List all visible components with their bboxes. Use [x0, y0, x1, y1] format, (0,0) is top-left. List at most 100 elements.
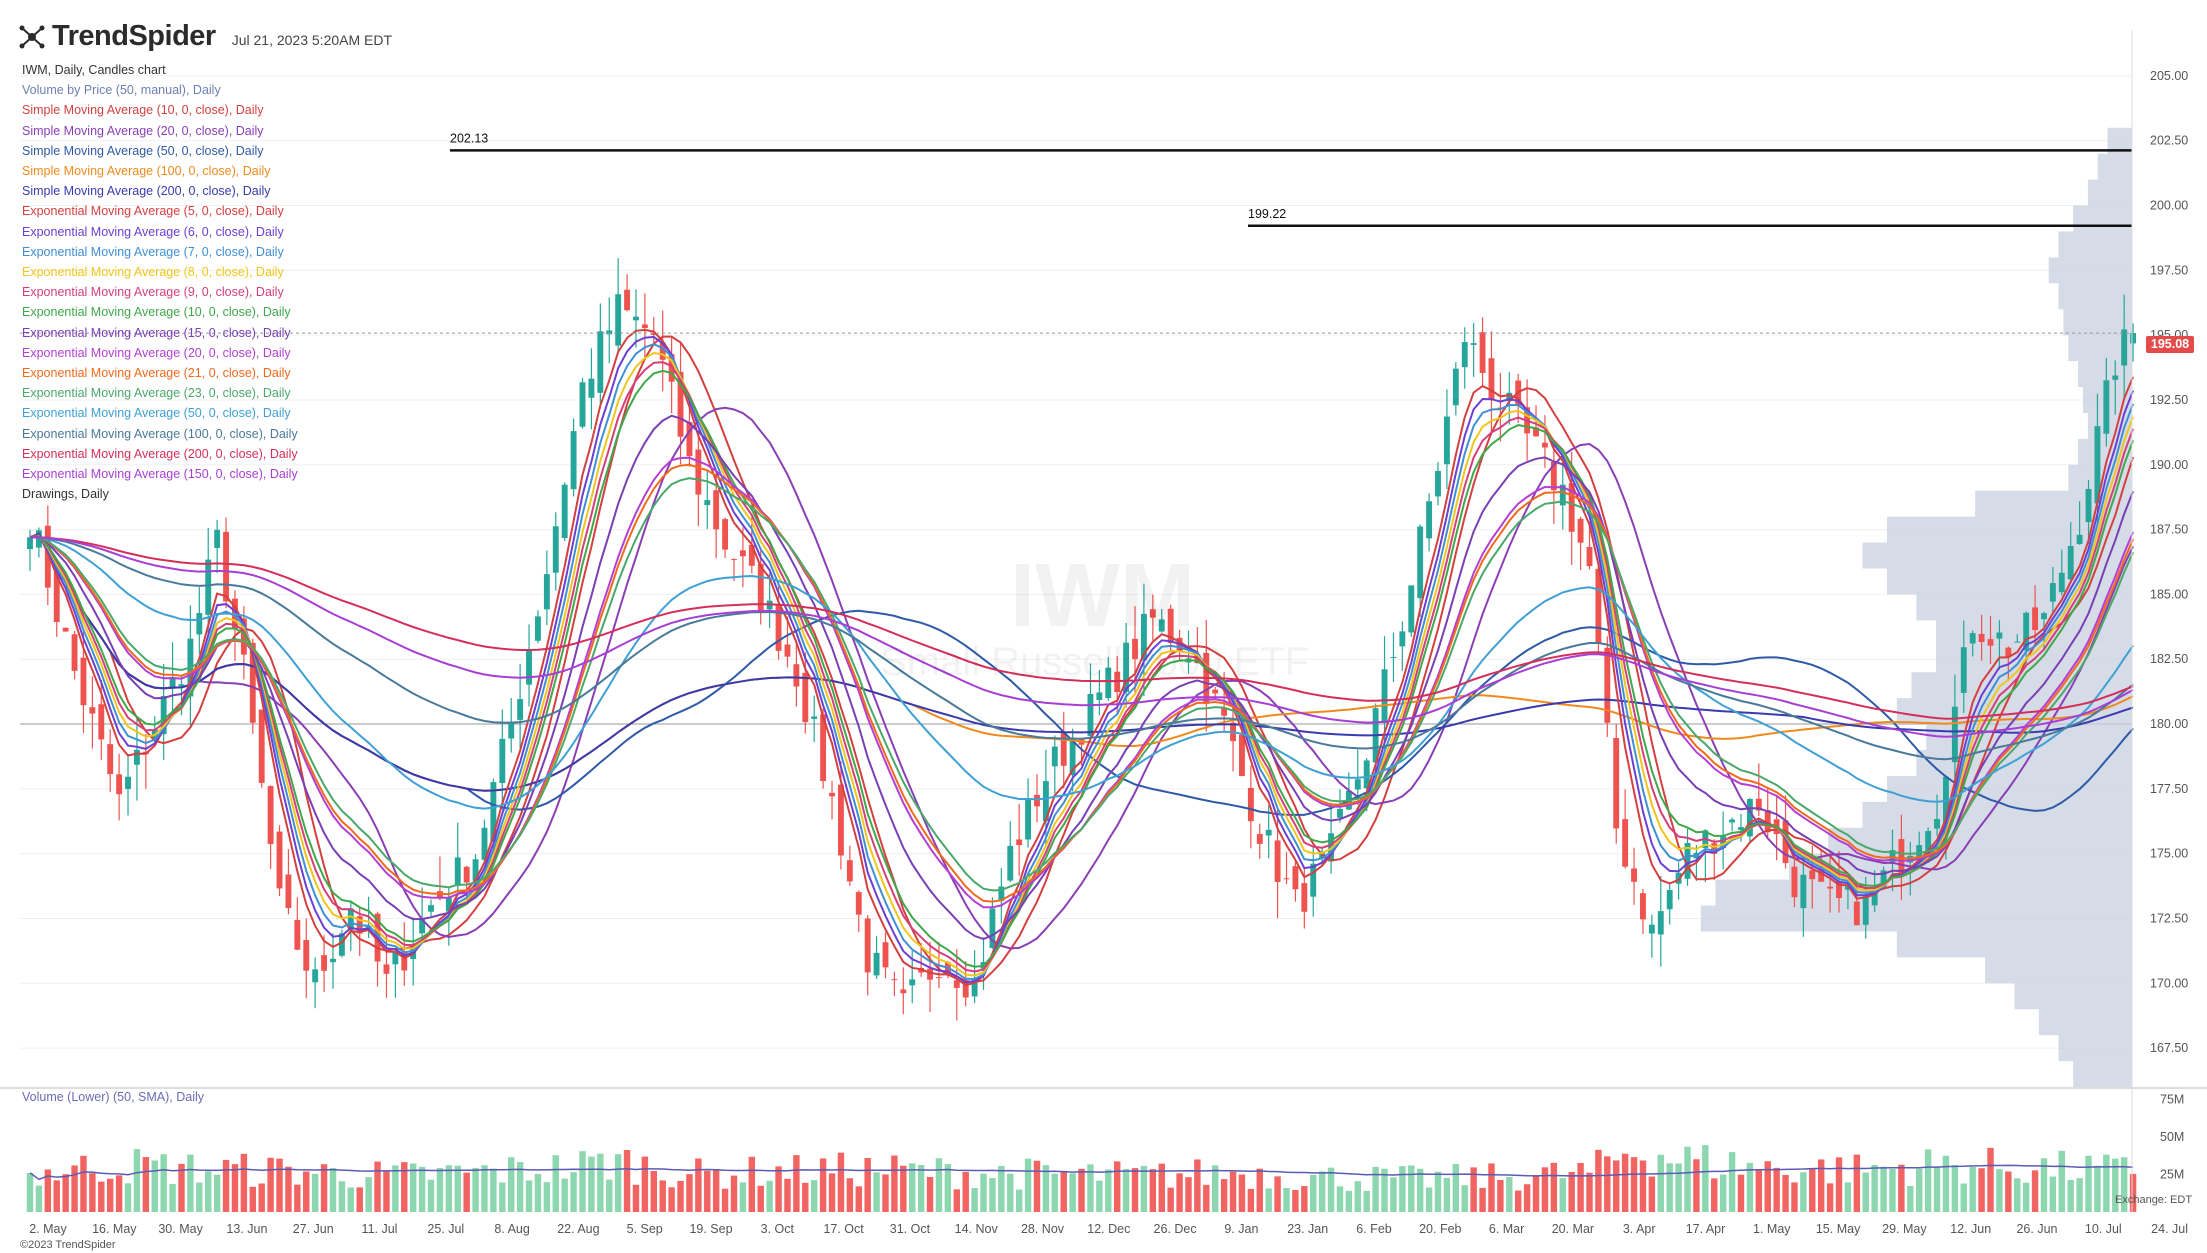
volume-bar	[1158, 1163, 1165, 1212]
candle-body	[383, 964, 390, 974]
legend-item[interactable]: Exponential Moving Average (50, 0, close…	[22, 406, 291, 421]
candle-body	[891, 979, 898, 981]
volume-legend-label[interactable]: Volume (Lower) (50, SMA), Daily	[22, 1090, 205, 1104]
volume-bar	[276, 1158, 283, 1212]
legend-item[interactable]: Simple Moving Average (20, 0, close), Da…	[22, 123, 264, 138]
legend-item[interactable]: Exponential Moving Average (200, 0, clos…	[22, 446, 298, 461]
volume-bar	[1586, 1172, 1593, 1212]
candle-body	[1987, 639, 1994, 646]
candle-body	[2049, 583, 2056, 602]
candle-body	[1604, 647, 1611, 723]
volume-bar	[374, 1161, 381, 1212]
volume-bar	[1862, 1172, 1869, 1212]
legend-item[interactable]: Simple Moving Average (100, 0, close), D…	[22, 164, 271, 179]
volume-bar	[1443, 1177, 1451, 1212]
candle-body	[2023, 612, 2030, 651]
horizontal-line-label: 199.22	[1248, 207, 1286, 221]
volume-bar	[962, 1171, 969, 1212]
x-tick-label: 6. Mar	[1489, 1222, 1524, 1236]
volume-bar	[2112, 1158, 2119, 1212]
volume-bar	[1826, 1183, 1834, 1212]
legend-item[interactable]: Exponential Moving Average (10, 0, close…	[22, 305, 291, 320]
candle-body	[1408, 585, 1415, 633]
legend: IWM, Daily, Candles chart Volume by Pric…	[22, 60, 298, 504]
legend-item[interactable]: Exponential Moving Average (21, 0, close…	[22, 366, 291, 381]
volume-bar	[472, 1167, 479, 1212]
candle-body	[2076, 534, 2083, 545]
y-tick-label: 182.50	[2150, 652, 2188, 666]
legend-item[interactable]: Simple Moving Average (50, 0, close), Da…	[22, 143, 264, 158]
candle-body	[1399, 631, 1406, 647]
legend-item[interactable]: Exponential Moving Average (5, 0, close)…	[22, 204, 284, 219]
candle-body	[936, 977, 942, 979]
volume-bar	[1577, 1163, 1584, 1212]
candle-body	[855, 892, 862, 915]
x-tick-label: 6. Feb	[1356, 1222, 1391, 1236]
volume-bar	[1007, 1173, 1014, 1212]
volume-bar	[1702, 1145, 1709, 1212]
volume-bar	[2129, 1173, 2137, 1212]
legend-item[interactable]: Simple Moving Average (200, 0, close), D…	[22, 184, 271, 199]
candle-body	[472, 859, 479, 881]
volume-bar	[445, 1165, 453, 1212]
volume-bar	[543, 1182, 551, 1212]
volume-bar	[178, 1163, 185, 1212]
volume-bar	[2094, 1165, 2101, 1212]
legend-item[interactable]: Exponential Moving Average (100, 0, clos…	[22, 426, 298, 441]
volume-bar	[320, 1164, 328, 1212]
volume-bar	[909, 1163, 916, 1212]
candle-body	[606, 330, 613, 335]
volume-bar	[106, 1178, 114, 1212]
legend-item[interactable]: Simple Moving Average (10, 0, close), Da…	[22, 103, 264, 118]
volume-bar	[1978, 1168, 1985, 1212]
volume-bar	[953, 1189, 960, 1212]
volume-bar	[240, 1153, 248, 1212]
legend-item[interactable]: Drawings, Daily	[22, 487, 109, 502]
x-tick-label: 31. Oct	[890, 1222, 931, 1236]
candle-body	[784, 644, 791, 657]
volume-bar	[196, 1182, 203, 1212]
volume-bar	[1087, 1164, 1094, 1212]
grid	[20, 75, 2132, 1049]
legend-item[interactable]: Exponential Moving Average (150, 0, clos…	[22, 467, 298, 482]
candle-body	[1631, 868, 1637, 882]
candle-body	[1390, 656, 1397, 658]
volume-bar	[784, 1178, 791, 1212]
volume-bar	[1363, 1190, 1370, 1212]
volume-bar	[614, 1154, 622, 1212]
y-tick-label: 177.50	[2150, 782, 2188, 796]
volume-bar	[1559, 1178, 1566, 1212]
volume-bar	[481, 1165, 488, 1212]
volume-bar	[891, 1155, 898, 1212]
candle-body	[1996, 632, 2003, 639]
candle-body	[2094, 426, 2101, 504]
legend-item[interactable]: Exponential Moving Average (8, 0, close)…	[22, 265, 284, 280]
candle-body	[829, 792, 835, 797]
y-tick-label: 175.00	[2150, 847, 2188, 861]
legend-item[interactable]: Exponential Moving Average (15, 0, close…	[22, 325, 291, 340]
candle-body	[80, 657, 87, 706]
volume-bar	[632, 1184, 640, 1212]
legend-title[interactable]: IWM, Daily, Candles chart	[22, 63, 166, 77]
legend-item[interactable]: Exponential Moving Average (7, 0, close)…	[22, 244, 284, 259]
candle-body	[1533, 427, 1539, 437]
volume-bar	[926, 1176, 934, 1212]
volume-bar	[454, 1165, 461, 1212]
volume-bar	[124, 1183, 132, 1212]
legend-item[interactable]: Exponential Moving Average (20, 0, close…	[22, 345, 291, 360]
legend-item[interactable]: Exponential Moving Average (9, 0, close)…	[22, 285, 284, 300]
legend-item[interactable]: Exponential Moving Average (23, 0, close…	[22, 386, 291, 401]
ma-line	[29, 536, 2134, 761]
legend-item[interactable]: Volume by Price (50, manual), Daily	[22, 83, 221, 98]
x-tick-label: 8. Aug	[494, 1222, 529, 1236]
legend-item[interactable]: Exponential Moving Average (6, 0, close)…	[22, 224, 284, 239]
candle-body	[1034, 794, 1040, 807]
y-tick-label: 170.00	[2150, 976, 2188, 990]
candle-body	[989, 908, 996, 949]
volume-bar	[2120, 1157, 2128, 1212]
candle-body	[1060, 732, 1067, 766]
volume-bar	[1229, 1171, 1237, 1212]
volume-bar	[846, 1178, 854, 1212]
y-tick-label: 167.50	[2150, 1041, 2188, 1055]
